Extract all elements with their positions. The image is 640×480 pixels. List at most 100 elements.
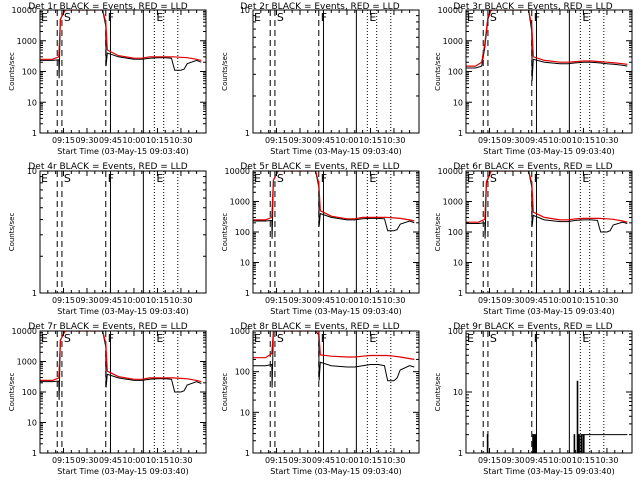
marker-label: S xyxy=(277,11,284,24)
panel-9: Det 9r BLACK = Events, RED = LLDESFE1101… xyxy=(434,322,633,476)
y-axis-label: Counts/sec xyxy=(434,213,442,252)
x-tick-label: 10:30 xyxy=(169,296,192,305)
x-tick-label: 10:00 xyxy=(335,136,358,145)
y-tick-label: 1000 xyxy=(230,198,250,207)
marker-label: E xyxy=(254,172,261,185)
plot-frame xyxy=(465,9,633,134)
marker-label: E xyxy=(467,332,474,345)
panel-title: Det 7r BLACK = Events, RED = LLD xyxy=(28,322,187,332)
marker-label: E xyxy=(41,172,48,185)
y-tick-label: 100 xyxy=(235,368,250,377)
x-tick-label: 10:00 xyxy=(335,456,358,465)
x-tick-label: 10:30 xyxy=(595,456,618,465)
y-tick-label: 1 xyxy=(458,289,463,298)
series-line-lld xyxy=(466,10,628,67)
marker-label: S xyxy=(64,11,71,24)
x-tick-label: 10:00 xyxy=(335,296,358,305)
x-tick-label: 09:30 xyxy=(75,136,98,145)
series-line-lld xyxy=(466,171,628,223)
marker-label: E xyxy=(156,11,163,24)
y-tick-label: 100 xyxy=(448,68,463,77)
y-tick-label: 10 xyxy=(453,259,463,268)
x-tick-label: 10:00 xyxy=(548,456,571,465)
plot-frame xyxy=(39,9,207,134)
x-tick-label: 10:15 xyxy=(146,296,169,305)
y-tick-label: 10 xyxy=(27,98,37,107)
series-line-events xyxy=(253,331,415,388)
marker-label: E xyxy=(369,172,376,185)
x-tick-label: 10:15 xyxy=(572,136,595,145)
x-axis-label: Start Time (03-May-15 09:03:40) xyxy=(483,307,614,316)
y-tick-label: 1 xyxy=(245,449,250,458)
x-tick-label: 10:30 xyxy=(595,296,618,305)
y-tick-label: 100 xyxy=(235,228,250,237)
y-axis-label: Counts/sec xyxy=(8,373,16,412)
x-axis-label: Start Time (03-May-15 09:03:40) xyxy=(483,147,614,156)
marker-label: E xyxy=(467,11,474,24)
x-tick-label: 09:30 xyxy=(75,296,98,305)
y-tick-label: 100 xyxy=(22,388,37,397)
y-tick-label: 10 xyxy=(240,259,250,268)
panel-title: Det 9r BLACK = Events, RED = LLD xyxy=(453,322,612,332)
panel-4: Det 4r BLACK = Events, RED = LLDESFE1100… xyxy=(8,162,207,316)
y-tick-label: 10 xyxy=(453,98,463,107)
x-tick-label: 10:30 xyxy=(382,296,405,305)
marker-label: E xyxy=(41,332,48,345)
panel-title: Det 1r BLACK = Events, RED = LLD xyxy=(28,2,187,12)
x-tick-label: 10:00 xyxy=(548,296,571,305)
x-tick-label: 10:15 xyxy=(359,456,382,465)
marker-label: S xyxy=(490,11,497,24)
x-tick-label: 09:30 xyxy=(288,456,311,465)
x-tick-label: 09:45 xyxy=(525,296,548,305)
x-tick-label: 09:45 xyxy=(312,136,335,145)
y-tick-label: 10 xyxy=(27,419,37,428)
plot-frame xyxy=(252,9,420,134)
y-tick-label: 1000 xyxy=(17,37,37,46)
x-tick-label: 09:15 xyxy=(478,136,501,145)
panel-1: Det 1r BLACK = Events, RED = LLDESFE1101… xyxy=(8,2,207,156)
x-tick-label: 10:00 xyxy=(122,136,145,145)
x-tick-label: 09:45 xyxy=(99,136,122,145)
series-line-lld xyxy=(253,171,415,222)
y-tick-label: 10000 xyxy=(12,6,37,15)
marker-label: E xyxy=(582,172,589,185)
x-axis-label: Start Time (03-May-15 09:03:40) xyxy=(270,147,401,156)
x-tick-label: 10:15 xyxy=(359,136,382,145)
x-tick-label: 10:00 xyxy=(548,136,571,145)
y-tick-label: 10 xyxy=(27,167,37,176)
y-axis-label: Counts/sec xyxy=(221,373,229,412)
y-tick-label: 1000 xyxy=(230,327,250,336)
panel-5: Det 5r BLACK = Events, RED = LLDESFE1101… xyxy=(221,162,420,316)
x-tick-label: 09:15 xyxy=(52,296,75,305)
series-line-lld xyxy=(40,331,202,383)
panel-3: Det 3r BLACK = Events, RED = LLDESFE1101… xyxy=(434,2,633,156)
x-tick-label: 09:30 xyxy=(75,456,98,465)
panel-title: Det 2r BLACK = Events, RED = LLD xyxy=(240,2,399,12)
x-tick-label: 09:15 xyxy=(52,456,75,465)
x-tick-label: 10:30 xyxy=(169,456,192,465)
plot-frame xyxy=(252,330,420,454)
y-tick-label: 1 xyxy=(245,289,250,298)
x-axis-label: Start Time (03-May-15 09:03:40) xyxy=(57,467,188,476)
marker-label: E xyxy=(582,332,589,345)
x-tick-label: 09:30 xyxy=(501,456,524,465)
y-tick-label: 1000 xyxy=(443,198,463,207)
marker-label: S xyxy=(490,172,497,185)
x-tick-label: 09:15 xyxy=(265,136,288,145)
y-axis-label: Counts/sec xyxy=(8,52,16,91)
x-tick-label: 10:15 xyxy=(146,136,169,145)
x-axis-label: Start Time (03-May-15 09:03:40) xyxy=(57,147,188,156)
marker-label: E xyxy=(156,172,163,185)
series-line-lld xyxy=(253,331,415,360)
panel-7: Det 7r BLACK = Events, RED = LLDESFE1101… xyxy=(8,322,207,476)
x-tick-label: 09:45 xyxy=(99,456,122,465)
marker-label: E xyxy=(369,11,376,24)
plot-frame xyxy=(39,170,207,294)
marker-label: E xyxy=(369,332,376,345)
x-tick-label: 09:15 xyxy=(478,456,501,465)
panel-title: Det 6r BLACK = Events, RED = LLD xyxy=(453,162,612,172)
y-tick-label: 1 xyxy=(32,449,37,458)
x-tick-label: 09:45 xyxy=(312,456,335,465)
panel-title: Det 3r BLACK = Events, RED = LLD xyxy=(453,2,612,12)
